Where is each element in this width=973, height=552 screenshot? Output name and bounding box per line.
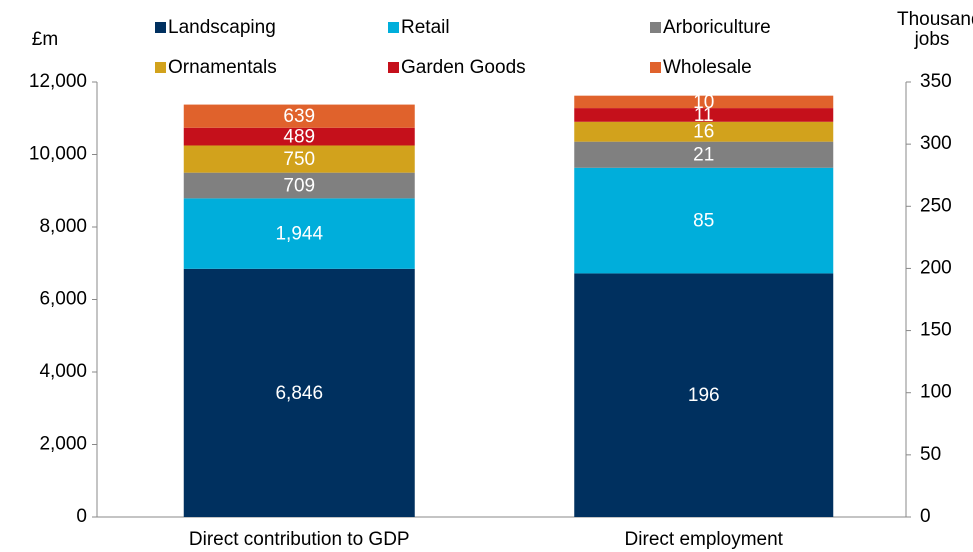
bar-segment [183,104,415,128]
legend-swatch [388,62,399,73]
x-tick-label: Direct contribution to GDP [189,529,410,550]
y-tick-label: 8,000 [39,216,87,237]
y-tick-label: 0 [76,506,87,527]
y2-tick-label: 0 [920,506,931,527]
legend-label: Landscaping [168,17,276,38]
bar-segment [574,141,834,168]
y2-tick-label: 350 [920,71,952,92]
y2-tick-label: 100 [920,382,952,403]
bar-segment [183,268,415,517]
legend-label: Arboriculture [663,17,771,38]
data-label: 639 [283,106,315,127]
data-label: 1,944 [275,224,323,245]
legend-label: Wholesale [663,57,752,78]
y2-tick-label: 250 [920,195,952,216]
y2-tick-label: 150 [920,320,952,341]
x-tick-label: Direct employment [625,529,784,550]
data-label: 10 [693,92,714,113]
legend-label: Retail [401,17,450,38]
y-tick-label: 2,000 [39,434,87,455]
y2-tick-label: 50 [920,444,941,465]
bar-segment [574,273,834,517]
data-label: 196 [688,385,720,406]
bar-segment [574,108,834,122]
data-label: 21 [693,145,714,166]
y2-tick-label: 200 [920,257,952,278]
legend-swatch [155,22,166,33]
y2-axis-title: Thousand jobs [897,9,973,50]
legend-swatch [155,62,166,73]
legend-swatch [650,62,661,73]
data-label: 85 [693,211,714,232]
legend-swatch [388,22,399,33]
bar-segment [183,145,415,173]
bar-segment [183,127,415,146]
y-tick-label: 4,000 [39,361,87,382]
data-label: 6,846 [275,383,323,404]
data-label: 16 [693,122,714,143]
y-tick-label: 12,000 [29,71,87,92]
bar-segment [574,121,834,142]
legend-label: Garden Goods [401,57,526,78]
bar-segment [574,95,834,109]
legend-label: Ornamentals [168,57,277,78]
legend-swatch [650,22,661,33]
bar-segment [183,172,415,199]
bar-segment [574,167,834,274]
data-label: 750 [283,149,315,170]
data-label: 11 [694,105,714,126]
y-axis-title: £m [32,29,58,50]
y2-tick-label: 300 [920,133,952,154]
y-tick-label: 6,000 [39,289,87,310]
bar-segment [183,198,415,269]
data-label: 489 [283,127,315,148]
data-label: 709 [283,176,315,197]
y-tick-label: 10,000 [29,144,87,165]
